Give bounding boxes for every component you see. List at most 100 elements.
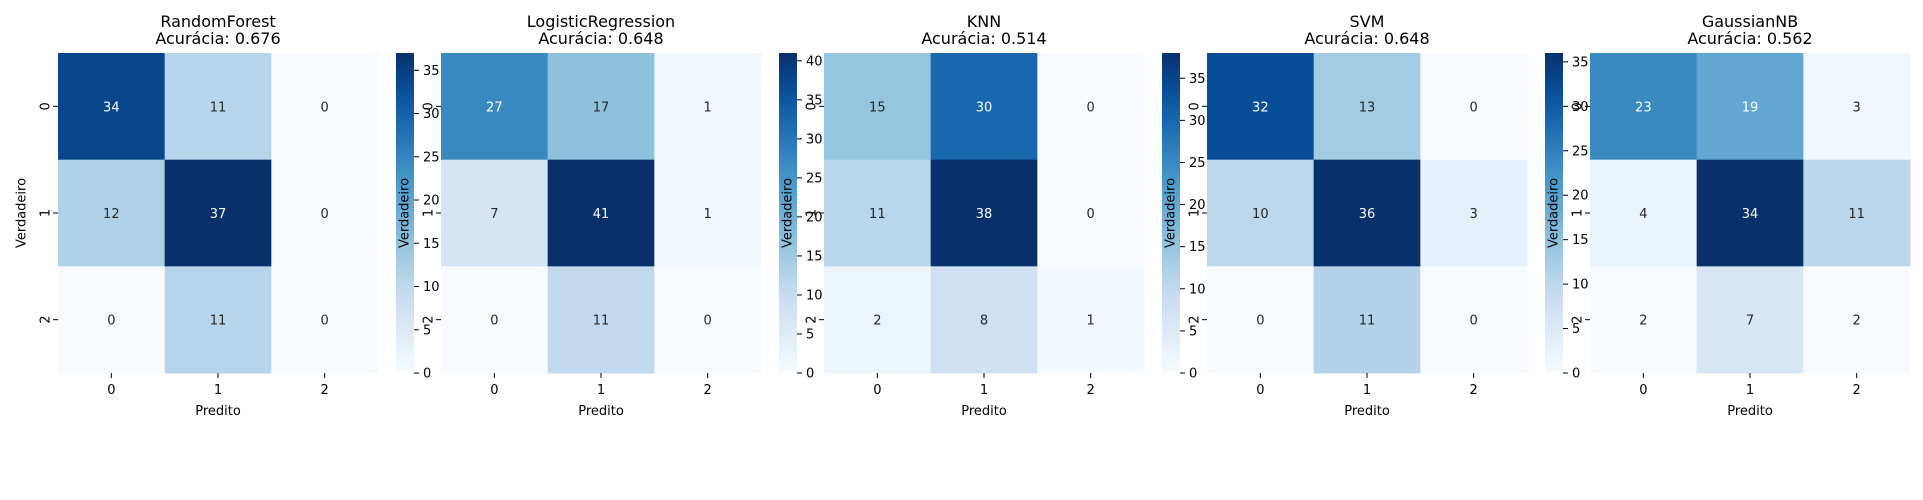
heatmap-cell bbox=[1696, 53, 1804, 161]
heatmap-cell bbox=[441, 53, 549, 161]
heatmap-cell bbox=[1590, 159, 1698, 267]
cell-value-label: 11 bbox=[1848, 207, 1865, 222]
colorbar bbox=[1545, 53, 1563, 373]
colorbar-tick-label: 0 bbox=[423, 367, 431, 382]
cell-value-label: 11 bbox=[869, 207, 886, 222]
cell-value-label: 10 bbox=[1252, 207, 1269, 222]
heatmap-cell bbox=[1420, 53, 1528, 161]
panel-subtitle: Acurácia: 0.648 bbox=[1304, 29, 1429, 48]
panel-title: GaussianNB bbox=[1702, 12, 1798, 31]
heatmap-cell bbox=[824, 266, 932, 374]
colorbar bbox=[396, 53, 414, 373]
y-axis-label: Verdadeiro bbox=[781, 178, 796, 248]
panel-title: LogisticRegression bbox=[527, 12, 675, 31]
cell-value-label: 23 bbox=[1635, 100, 1652, 115]
cell-value-label: 2 bbox=[1639, 314, 1647, 329]
colorbar-tick-label: 35 bbox=[806, 93, 823, 108]
cell-value-label: 34 bbox=[103, 100, 120, 115]
colorbar-tick-label: 20 bbox=[806, 210, 823, 225]
heatmap-cell bbox=[547, 53, 655, 161]
heatmap-cell bbox=[547, 159, 655, 267]
y-axis-label: Verdadeiro bbox=[1547, 178, 1562, 248]
colorbar-tick-label: 10 bbox=[806, 288, 823, 303]
cell-value-label: 0 bbox=[704, 314, 712, 329]
cell-value-label: 36 bbox=[1359, 207, 1376, 222]
cell-value-label: 0 bbox=[490, 314, 498, 329]
y-axis-label: Verdadeiro bbox=[398, 178, 413, 248]
panel-title: KNN bbox=[967, 12, 1001, 31]
colorbar-tick-label: 5 bbox=[1189, 324, 1197, 339]
cell-value-label: 3 bbox=[1853, 100, 1861, 115]
cell-value-label: 4 bbox=[1639, 207, 1647, 222]
y-tick-label: 1 bbox=[1571, 209, 1586, 217]
x-axis-label: Predito bbox=[1344, 404, 1390, 419]
colorbar-tick-label: 5 bbox=[423, 323, 431, 338]
heatmap-cell bbox=[1313, 159, 1421, 267]
x-tick-label: 1 bbox=[1746, 383, 1754, 398]
cell-value-label: 0 bbox=[1256, 314, 1264, 329]
heatmap-cell bbox=[1803, 266, 1911, 374]
heatmap-cell bbox=[1803, 53, 1911, 161]
panel-subtitle: Acurácia: 0.514 bbox=[921, 29, 1046, 48]
y-tick-label: 2 bbox=[805, 316, 820, 324]
heatmap-cell bbox=[654, 159, 762, 267]
heatmap-cell bbox=[441, 266, 549, 374]
colorbar-tick-label: 10 bbox=[423, 280, 440, 295]
colorbar-tick-label: 15 bbox=[1572, 233, 1589, 248]
heatmap-cell bbox=[1207, 53, 1315, 161]
x-tick-label: 2 bbox=[1087, 383, 1095, 398]
cell-value-label: 17 bbox=[593, 100, 610, 115]
heatmap-cell bbox=[1037, 159, 1145, 267]
cell-value-label: 2 bbox=[873, 314, 881, 329]
heatmap-cell bbox=[1696, 159, 1804, 267]
heatmap-cell bbox=[654, 53, 762, 161]
heatmap-cell bbox=[58, 159, 166, 267]
heatmap-cell bbox=[1037, 53, 1145, 161]
heatmap-cell bbox=[1420, 159, 1528, 267]
y-tick-label: 2 bbox=[1571, 316, 1586, 324]
colorbar bbox=[1162, 53, 1180, 373]
colorbar-tick-label: 30 bbox=[423, 107, 440, 122]
heatmap-cell bbox=[930, 159, 1038, 267]
cell-value-label: 0 bbox=[321, 207, 329, 222]
y-tick-label: 0 bbox=[1188, 102, 1203, 110]
heatmap-cell bbox=[1803, 159, 1911, 267]
heatmap-cell bbox=[164, 159, 272, 267]
y-axis-label: Verdadeiro bbox=[15, 178, 30, 248]
heatmap-cell bbox=[824, 53, 932, 161]
colorbar-tick-label: 25 bbox=[806, 171, 823, 186]
heatmap-cell bbox=[271, 159, 379, 267]
colorbar-tick-label: 0 bbox=[1189, 367, 1197, 382]
heatmap-cell bbox=[824, 159, 932, 267]
y-tick-label: 1 bbox=[39, 209, 54, 217]
colorbar-tick-label: 20 bbox=[423, 194, 440, 209]
colorbar-tick-label: 10 bbox=[1189, 282, 1206, 297]
cell-value-label: 30 bbox=[976, 100, 993, 115]
x-axis-label: Predito bbox=[195, 404, 241, 419]
panel-subtitle: Acurácia: 0.648 bbox=[538, 29, 663, 48]
colorbar bbox=[779, 53, 797, 373]
y-tick-label: 0 bbox=[422, 102, 437, 110]
cell-value-label: 32 bbox=[1252, 100, 1269, 115]
y-tick-label: 0 bbox=[1571, 102, 1586, 110]
cell-value-label: 15 bbox=[869, 100, 886, 115]
y-tick-label: 1 bbox=[805, 209, 820, 217]
cell-value-label: 34 bbox=[1742, 207, 1759, 222]
heatmap-cell bbox=[1590, 53, 1698, 161]
colorbar-tick-label: 5 bbox=[806, 327, 814, 342]
cell-value-label: 19 bbox=[1742, 100, 1759, 115]
cell-value-label: 0 bbox=[1470, 314, 1478, 329]
colorbar-tick-label: 5 bbox=[1572, 322, 1580, 337]
y-tick-label: 1 bbox=[1188, 209, 1203, 217]
x-tick-label: 2 bbox=[1470, 383, 1478, 398]
heatmap-cell bbox=[1313, 53, 1421, 161]
x-tick-label: 1 bbox=[214, 383, 222, 398]
x-tick-label: 0 bbox=[490, 383, 498, 398]
x-axis-label: Predito bbox=[1727, 404, 1773, 419]
cell-value-label: 0 bbox=[1087, 207, 1095, 222]
x-tick-label: 1 bbox=[1363, 383, 1371, 398]
colorbar-tick-label: 35 bbox=[1189, 72, 1206, 87]
